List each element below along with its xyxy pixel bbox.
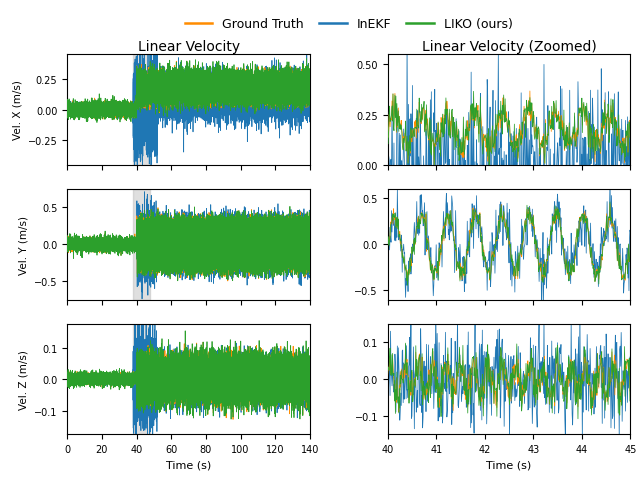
X-axis label: Time (s): Time (s) (166, 460, 211, 469)
Y-axis label: Vel. Y (m/s): Vel. Y (m/s) (19, 216, 28, 274)
Bar (133, 190, 150, 300)
Bar (133, 324, 150, 434)
Title: Linear Velocity: Linear Velocity (138, 40, 239, 54)
Title: Linear Velocity (Zoomed): Linear Velocity (Zoomed) (422, 40, 596, 54)
Bar (133, 55, 150, 166)
X-axis label: Time (s): Time (s) (486, 460, 532, 469)
Y-axis label: Vel. Z (m/s): Vel. Z (m/s) (19, 349, 29, 409)
Legend: Ground Truth, InEKF, LIKO (ours): Ground Truth, InEKF, LIKO (ours) (180, 13, 518, 36)
Y-axis label: Vel. X (m/s): Vel. X (m/s) (12, 81, 22, 140)
